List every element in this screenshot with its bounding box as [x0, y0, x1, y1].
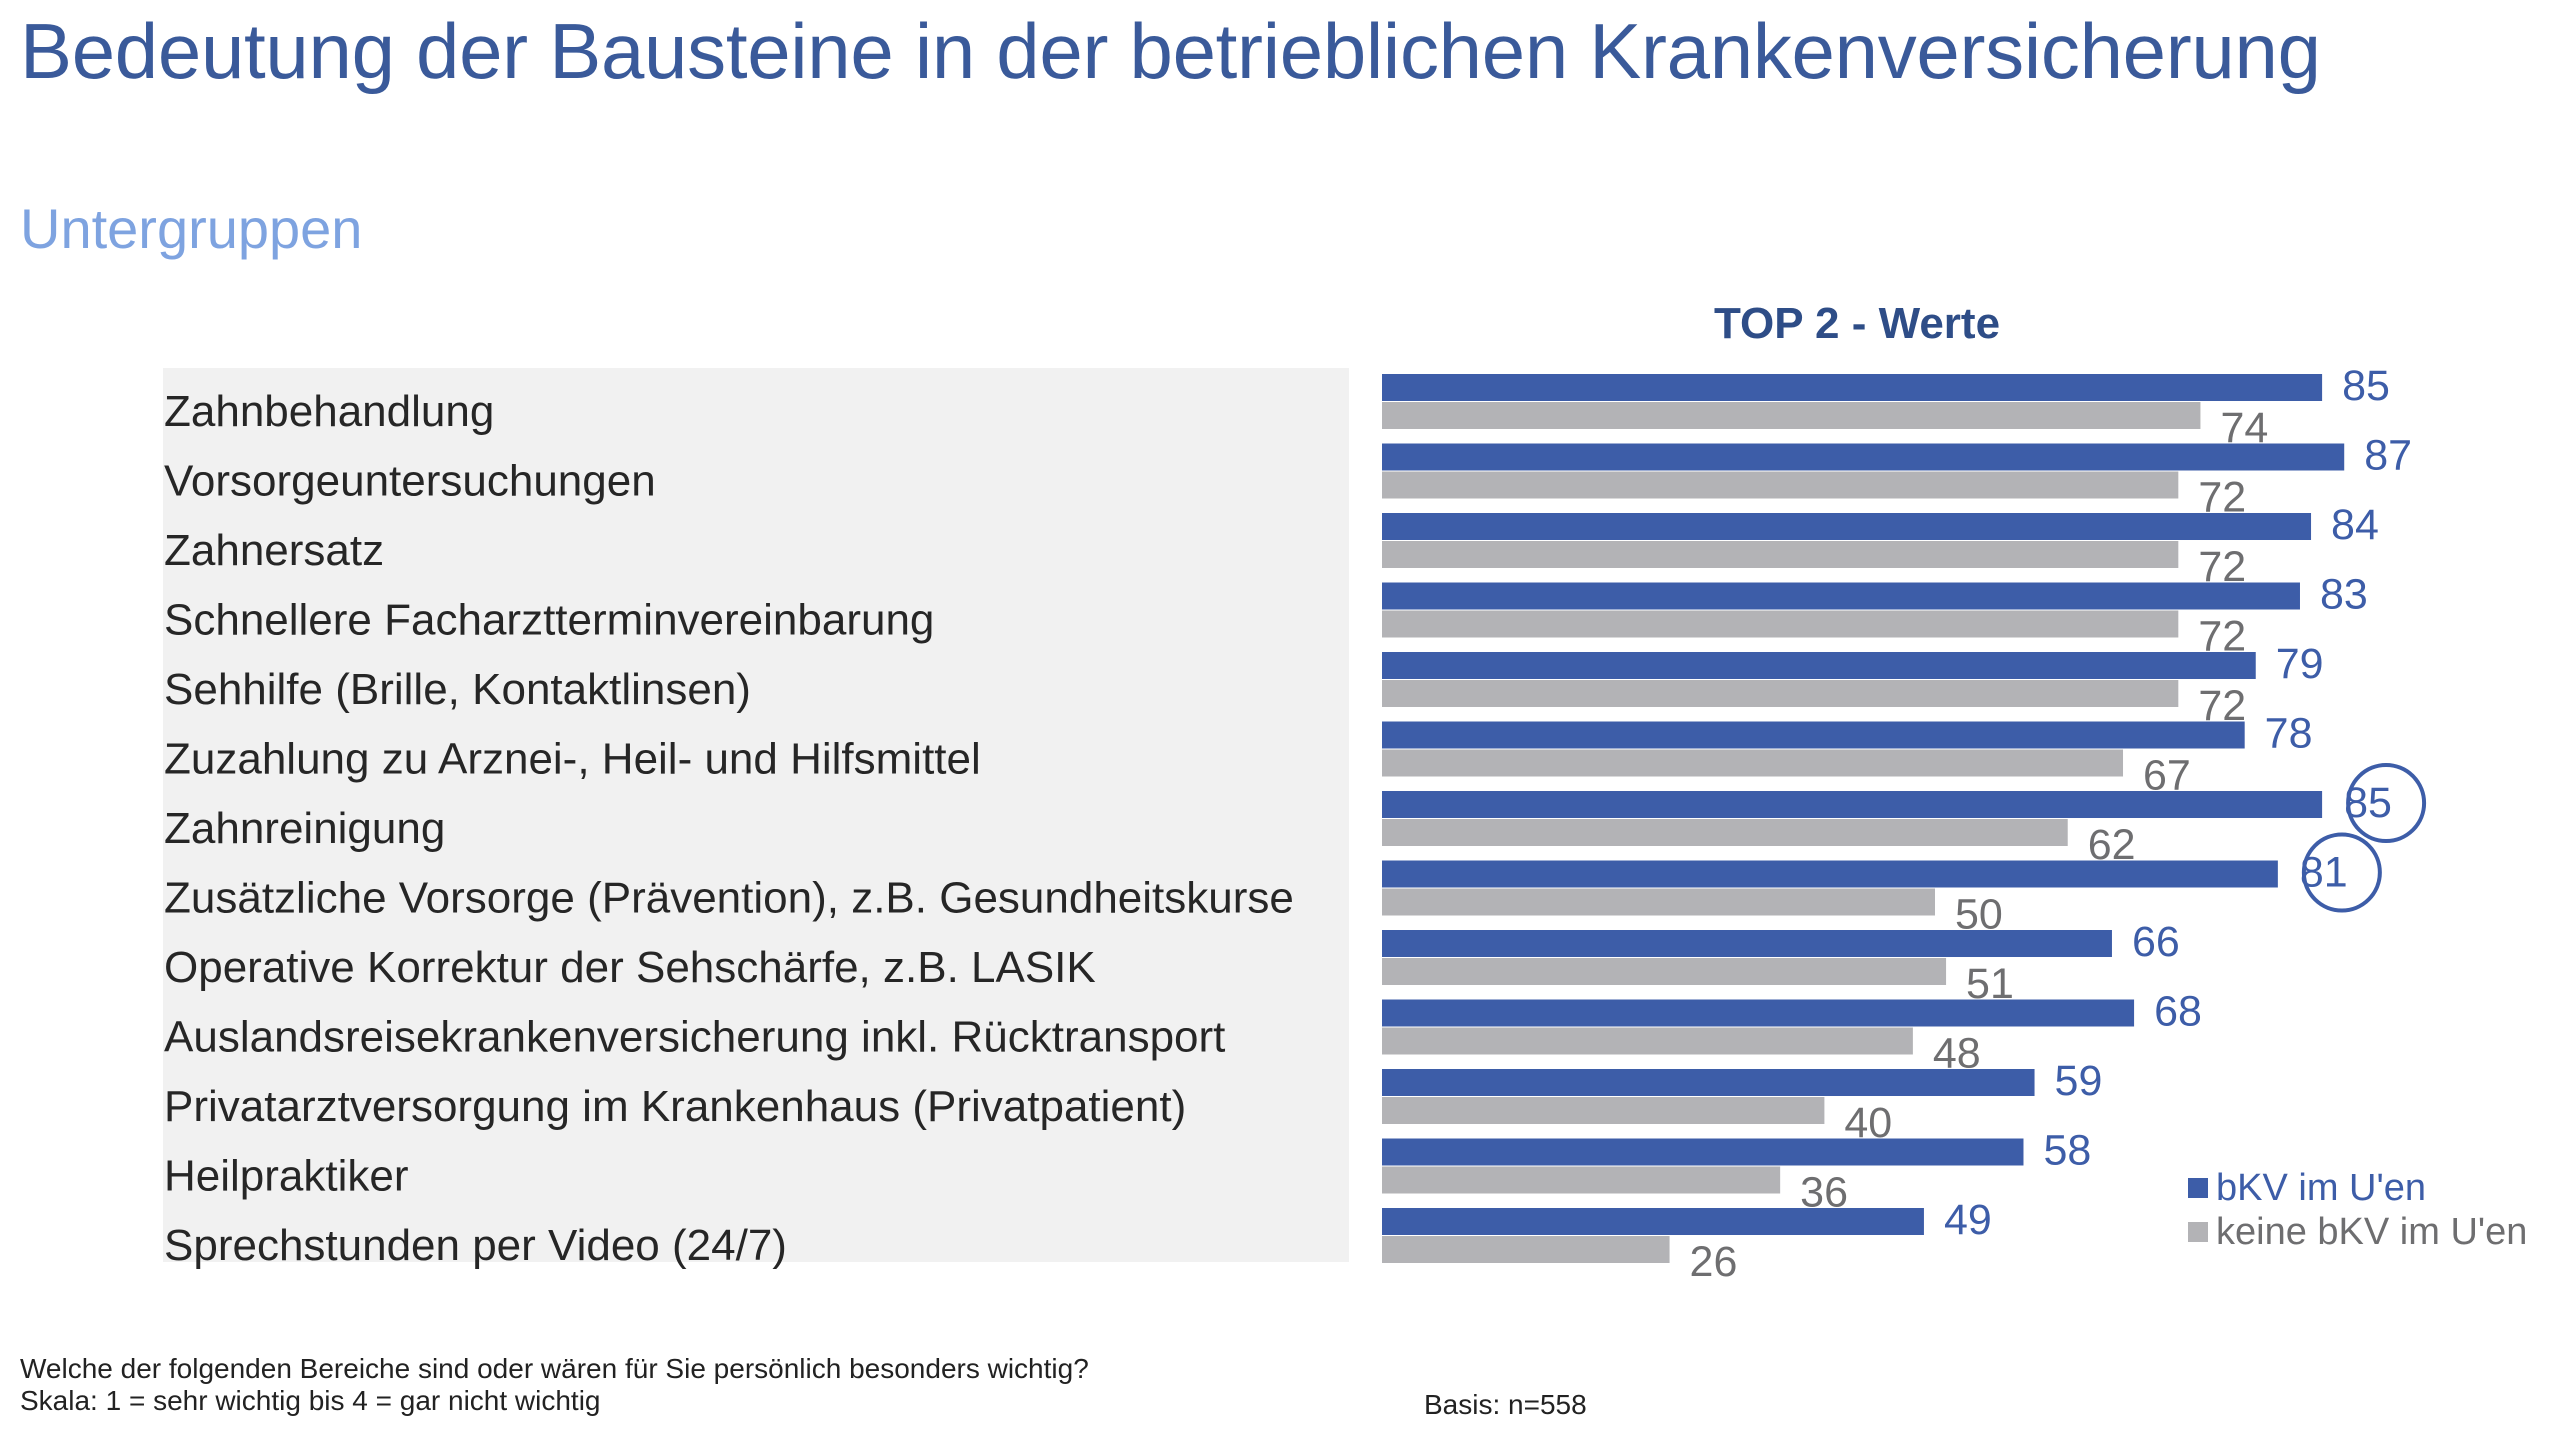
legend-swatch-keine-bkv: [2188, 1222, 2208, 1242]
bar-keine-bkv: [1382, 471, 2179, 499]
bar-keine-bkv: [1382, 749, 2124, 777]
bar-keine-bkv: [1382, 680, 2179, 707]
bar-bkv: [1382, 999, 2135, 1027]
bar-keine-bkv: [1382, 1097, 1825, 1124]
footnote-scale: Skala: 1 = sehr wichtig bis 4 = gar nich…: [20, 1385, 601, 1416]
bar-bkv: [1382, 1069, 2035, 1096]
bar-bkv: [1382, 721, 2245, 749]
bar-bkv: [1382, 374, 2323, 401]
category-label: Operative Korrektur der Sehschärfe, z.B.…: [164, 943, 1096, 992]
bar-keine-bkv: [1382, 610, 2179, 638]
value-label-bkv: 58: [2043, 1127, 2091, 1175]
category-label: Sehhilfe (Brille, Kontaktlinsen): [164, 665, 751, 714]
category-label: Zusätzliche Vorsorge (Prävention), z.B. …: [164, 874, 1294, 923]
legend-label-keine-bkv: keine bKV im U'en: [2216, 1211, 2527, 1253]
category-label: Zahnersatz: [164, 526, 384, 575]
value-label-keine-bkv: 26: [1690, 1238, 1738, 1286]
bar-keine-bkv: [1382, 541, 2179, 568]
bar-bkv: [1382, 860, 2278, 888]
value-label-bkv: 59: [2055, 1057, 2103, 1105]
category-label: Zahnreinigung: [164, 804, 445, 853]
value-label-bkv: 79: [2276, 640, 2324, 688]
value-label-bkv: 85: [2342, 362, 2390, 410]
category-label: Zahnbehandlung: [164, 387, 494, 436]
bar-keine-bkv: [1382, 1236, 1670, 1263]
value-label-bkv: 87: [2364, 432, 2412, 480]
value-label-bkv: 83: [2320, 571, 2368, 619]
value-label-bkv: 84: [2331, 501, 2379, 549]
footnote-question: Welche der folgenden Bereiche sind oder …: [20, 1353, 1089, 1384]
bar-bkv: [1382, 930, 2112, 957]
category-label: Privatarztversorgung im Krankenhaus (Pri…: [164, 1082, 1186, 1131]
page-subtitle: Untergruppen: [20, 197, 363, 260]
value-label-bkv: 68: [2154, 988, 2202, 1036]
category-label: Auslandsreisekrankenversicherung inkl. R…: [164, 1013, 1225, 1062]
bar-bkv: [1382, 513, 2312, 540]
value-label-bkv: 78: [2265, 710, 2313, 758]
bar-bkv: [1382, 652, 2256, 679]
bar-keine-bkv: [1382, 402, 2201, 429]
sample-basis: Basis: n=558: [1424, 1389, 1587, 1420]
value-label-bkv: 49: [1944, 1196, 1992, 1244]
page-title: Bedeutung der Bausteine in der betriebli…: [20, 7, 2321, 95]
bar-bkv: [1382, 1208, 1924, 1235]
bar-keine-bkv: [1382, 819, 2068, 846]
bar-keine-bkv: [1382, 1166, 1781, 1194]
bar-keine-bkv: [1382, 958, 1947, 985]
value-label-bkv: 66: [2132, 918, 2180, 966]
category-label: Heilpraktiker: [164, 1152, 409, 1201]
category-label: Sprechstunden per Video (24/7): [164, 1221, 787, 1270]
bar-keine-bkv: [1382, 1027, 1913, 1055]
legend-swatch-bkv: [2188, 1178, 2208, 1198]
category-label: Zuzahlung zu Arznei-, Heil- und Hilfsmit…: [164, 735, 981, 784]
chart-title: TOP 2 - Werte: [1714, 299, 2000, 348]
bar-bkv: [1382, 1138, 2024, 1166]
highlight-circle: [2346, 763, 2427, 843]
question-footnote: Welche der folgenden Bereiche sind oder …: [20, 1353, 1089, 1417]
bar-bkv: [1382, 791, 2323, 818]
bar-keine-bkv: [1382, 888, 1935, 916]
highlight-circle: [2301, 832, 2382, 913]
category-label: Schnellere Facharztterminvereinbarung: [164, 596, 934, 645]
bar-bkv: [1382, 443, 2345, 471]
category-label-panel: [163, 368, 1349, 1262]
bar-bkv: [1382, 582, 2300, 610]
category-label: Vorsorgeuntersuchungen: [164, 457, 656, 506]
legend-label-bkv: bKV im U'en: [2216, 1167, 2426, 1209]
